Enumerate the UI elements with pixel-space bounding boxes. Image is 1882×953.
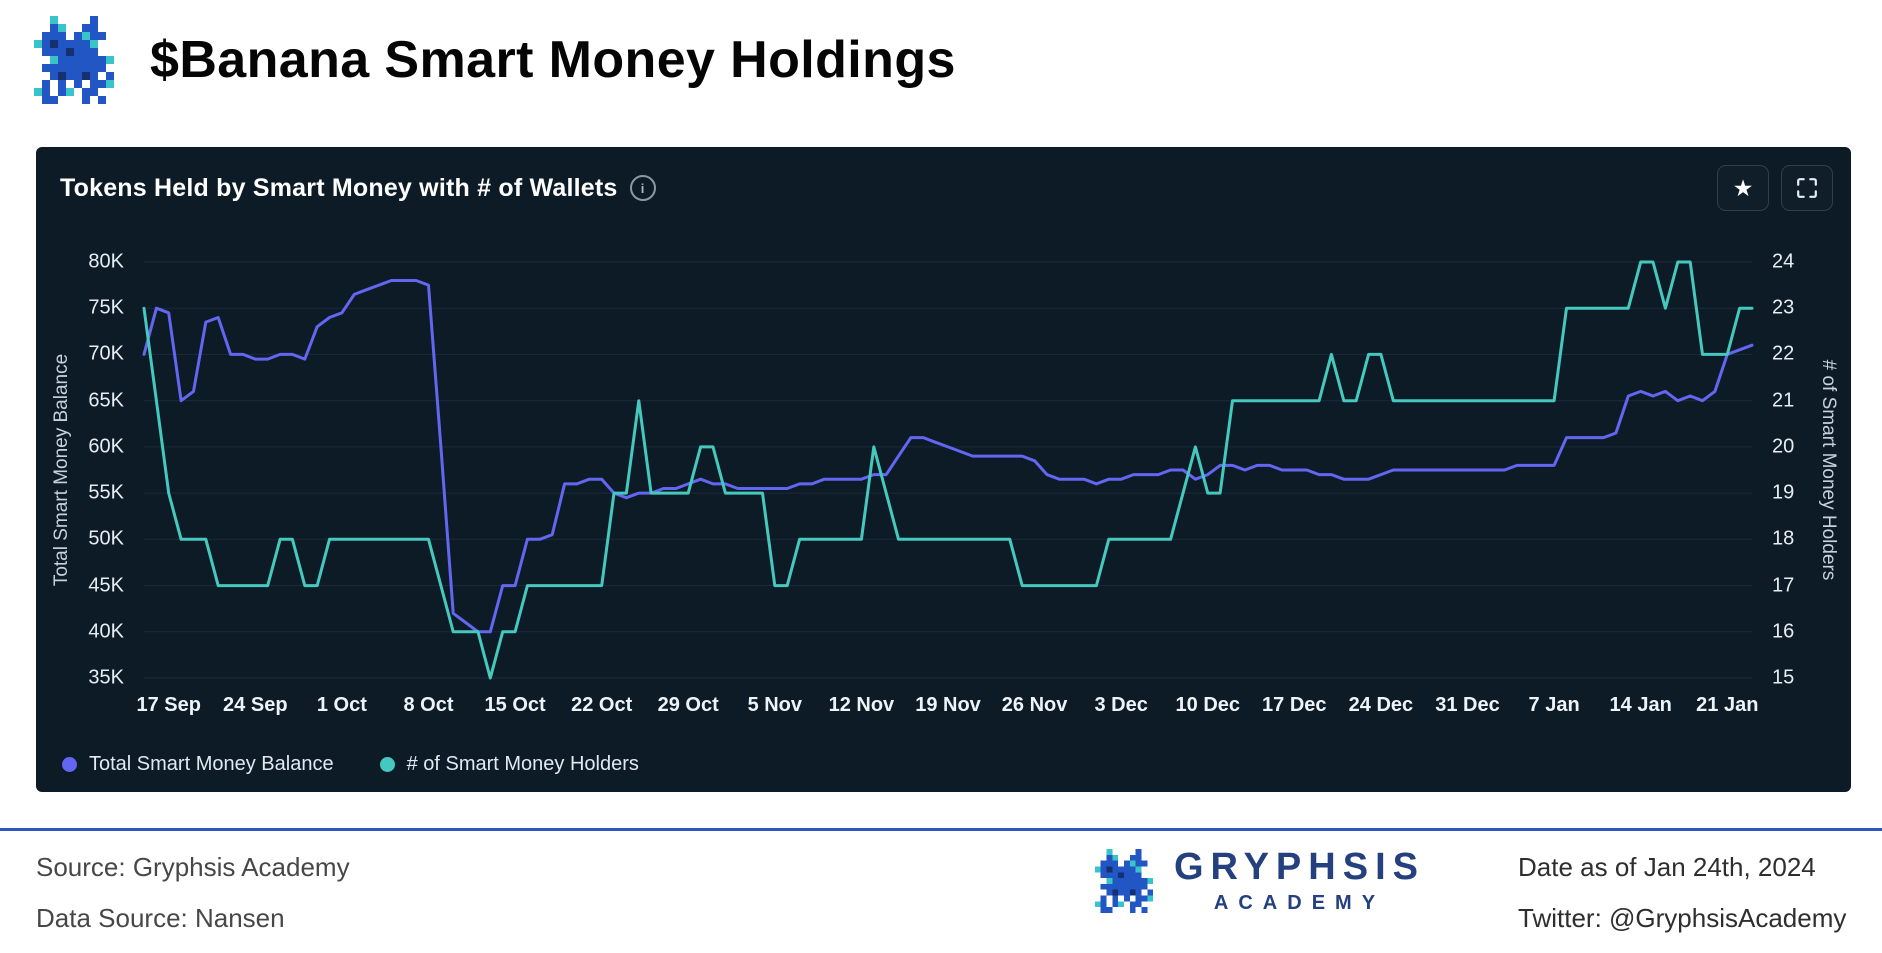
y-axis-tick-right: 16 [1772, 620, 1795, 643]
fullscreen-button[interactable] [1781, 165, 1833, 211]
y-axis-tick-right: 15 [1772, 666, 1795, 689]
x-axis-tick: 14 Jan [1609, 694, 1672, 716]
x-axis-tick: 17 Dec [1262, 694, 1327, 716]
brand-subtitle: ACADEMY [1213, 892, 1386, 914]
x-axis-tick: 5 Nov [747, 694, 803, 716]
x-axis-tick: 15 Oct [484, 694, 546, 716]
brand-text: GRYPHSIS ACADEMY [1174, 846, 1425, 915]
x-axis-tick: 29 Oct [657, 694, 719, 716]
y-axis-tick-left: 40K [88, 620, 124, 643]
x-axis-tick: 31 Dec [1435, 694, 1500, 716]
y-axis-tick-left: 80K [88, 250, 124, 273]
y-axis-tick-left: 70K [88, 342, 124, 365]
x-axis-tick: 10 Dec [1175, 694, 1241, 716]
footer-meta: Date as of Jan 24th, 2024 Twitter: @Gryp… [1518, 852, 1846, 934]
y-axis-tick-left: 50K [88, 527, 124, 550]
series-balance-line [142, 279, 1754, 634]
y-axis-tick-right: 19 [1772, 481, 1795, 504]
series-holders-line [142, 260, 1754, 680]
x-axis-tick: 21 Jan [1696, 694, 1759, 716]
chart-area: 80K 75K 70K 65K 60K 55K 50K 45K 40K 35K 24 23 22 21 20… [36, 147, 1851, 792]
chart-panel: Tokens Held by Smart Money with # of Wal… [36, 147, 1851, 792]
x-axis-tick: 8 Oct [403, 694, 454, 716]
chart-canvas [142, 260, 1754, 680]
y-axis-title-left: Total Smart Money Balance [51, 353, 72, 587]
y-axis-tick-right: 20 [1772, 435, 1795, 458]
twitter-text: Twitter: @GryphsisAcademy [1518, 903, 1847, 933]
y-axis-tick-left: 45K [88, 574, 124, 597]
page-title: $Banana Smart Money Holdings [150, 31, 956, 89]
y-axis-tick-right: 24 [1772, 250, 1795, 273]
star-icon: ★ [1732, 174, 1754, 201]
chart-title: Tokens Held by Smart Money with # of Wal… [60, 173, 618, 202]
legend-item-balance[interactable]: Total Smart Money Balance [62, 753, 334, 776]
y-axis-title-right: # of Smart Money Holders [1818, 359, 1839, 581]
chart-panel-header: Tokens Held by Smart Money with # of Wal… [36, 147, 1851, 211]
brand-name: GRYPHSIS [1174, 846, 1425, 888]
page-header: $Banana Smart Money Holdings [30, 8, 956, 112]
x-axis-tick: 3 Dec [1094, 694, 1148, 716]
expand-icon [1796, 177, 1818, 199]
chart-actions: ★ [1717, 165, 1833, 211]
info-icon[interactable]: i [629, 175, 656, 201]
y-axis-tick-right: 22 [1772, 342, 1795, 365]
x-axis-tick: 7 Jan [1528, 694, 1580, 716]
date-text: Date as of Jan 24th, 2024 [1518, 852, 1816, 882]
chart-title-row: Tokens Held by Smart Money with # of Wal… [60, 174, 656, 203]
page-footer: Source: Gryphsis Academy Data Source: Na… [0, 840, 1882, 953]
brand-lockup: GRYPHSIS ACADEMY [1092, 846, 1425, 915]
footer-divider [0, 828, 1882, 831]
y-axis-tick-left: 60K [88, 435, 124, 458]
legend-item-holders[interactable]: # of Smart Money Holders [379, 753, 639, 776]
legend-label-holders: # of Smart Money Holders [406, 753, 639, 775]
y-axis-tick-left: 75K [88, 296, 124, 319]
x-axis-tick: 22 Oct [571, 694, 633, 716]
legend-dot-holders-icon [379, 757, 395, 772]
gryphsis-logo-icon [30, 16, 118, 104]
y-axis-tick-right: 21 [1772, 389, 1795, 412]
legend-dot-balance-icon [62, 757, 77, 772]
x-axis-tick: 12 Nov [828, 694, 895, 716]
y-axis-tick-right: 18 [1772, 527, 1795, 550]
y-axis-tick-left: 55K [88, 481, 124, 504]
footer-sources: Source: Gryphsis Academy Data Source: Na… [36, 852, 350, 934]
data-source-text: Data Source: Nansen [36, 903, 285, 933]
x-axis-tick: 19 Nov [915, 694, 981, 716]
x-axis-tick: 24 Sep [223, 694, 288, 716]
y-axis-tick-left: 35K [88, 666, 124, 689]
x-axis-tick: 17 Sep [136, 694, 201, 716]
chart-legend: Total Smart Money Balance # of Smart Mon… [62, 753, 639, 776]
x-axis-tick: 26 Nov [1001, 694, 1068, 716]
x-axis-tick: 24 Dec [1348, 694, 1414, 716]
x-axis-tick: 1 Oct [316, 694, 367, 716]
source-text: Source: Gryphsis Academy [36, 852, 350, 882]
y-axis-tick-left: 65K [88, 389, 124, 412]
gryphsis-logo-icon [1092, 848, 1156, 913]
y-axis-tick-right: 17 [1772, 574, 1795, 597]
favorite-button[interactable]: ★ [1717, 165, 1769, 211]
legend-label-balance: Total Smart Money Balance [89, 753, 334, 775]
y-axis-tick-right: 23 [1772, 296, 1795, 319]
